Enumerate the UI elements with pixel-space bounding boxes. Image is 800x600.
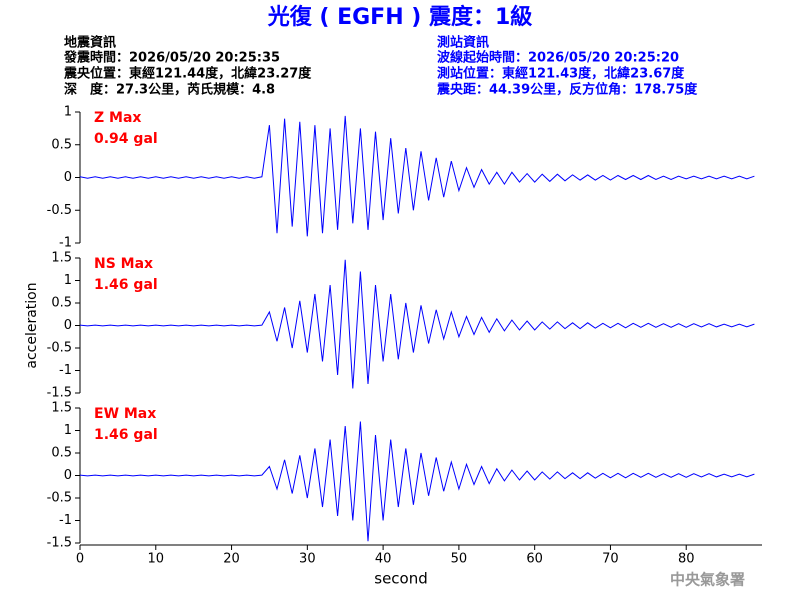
footer: 中央氣象署: [670, 571, 745, 589]
waveform: [79, 421, 755, 542]
annotation: NS Max: [94, 256, 153, 272]
title: 光復 ( EGFH ) 震度：1級: [267, 4, 533, 30]
y-tick-label: -0.5: [47, 203, 72, 218]
y-tick-label: 0: [64, 468, 72, 483]
y-tick-label: 0: [64, 318, 72, 333]
y-tick-label: -1.5: [47, 536, 72, 551]
info-line: 地震資訊: [64, 35, 116, 51]
x-tick-label: 30: [299, 552, 316, 567]
right-info: 測站資訊 波線起始時間：2026/05/20 20:25:20 測站位置：東經1…: [436, 35, 698, 98]
y-tick-label: -0.5: [47, 491, 72, 506]
x-tick-label: 60: [526, 552, 543, 567]
y-tick-label: 0.5: [51, 137, 72, 152]
x-tick-label: 70: [602, 552, 619, 567]
info-line: 發震時間：2026/05/20 20:25:35: [63, 50, 280, 66]
info-line: 深 度：27.3公里，芮氏規模：4.8: [64, 82, 275, 98]
y-axis-label: acceleration: [24, 282, 40, 368]
info-line: 測站資訊: [437, 35, 489, 51]
annotation: 0.94 gal: [94, 131, 158, 147]
x-tick-label: 20: [223, 552, 240, 567]
y-tick-label: 1: [64, 423, 72, 438]
x-tick-label: 10: [148, 552, 165, 567]
annotation: 1.46 gal: [94, 427, 158, 443]
y-tick-label: -0.5: [47, 341, 72, 356]
info-line: 震央距：44.39公里，反方位角：178.75度: [436, 82, 698, 98]
left-info: 地震資訊 發震時間：2026/05/20 20:25:35 震央位置：東經121…: [63, 35, 312, 98]
info-line: 測站位置：東經121.43度，北緯23.67度: [437, 66, 685, 82]
annotation: Z Max: [94, 110, 141, 126]
y-tick-label: 1.5: [51, 401, 72, 416]
y-tick-label: 0.5: [51, 446, 72, 461]
x-tick-label: 0: [76, 552, 84, 567]
y-tick-label: 1: [64, 273, 72, 288]
annotation: 1.46 gal: [94, 277, 158, 293]
x-tick-label: 80: [678, 552, 695, 567]
annotation: EW Max: [94, 406, 156, 422]
y-tick-label: -1: [59, 513, 72, 528]
y-tick-label: -1: [59, 236, 72, 251]
y-tick-label: 0.5: [51, 296, 72, 311]
info-line: 波線起始時間：2026/05/20 20:25:20: [437, 50, 679, 66]
y-tick-label: 1.5: [51, 251, 72, 266]
y-tick-label: 0: [64, 170, 72, 185]
waveform: [79, 259, 755, 389]
x-axis-label: second: [374, 570, 428, 588]
x-tick-label: 50: [451, 552, 468, 567]
waveform: [79, 115, 755, 237]
y-tick-label: -1: [59, 363, 72, 378]
info-line: 震央位置：東經121.44度，北緯23.27度: [63, 66, 312, 82]
y-tick-label: 1: [64, 105, 72, 120]
y-tick-label: -1.5: [47, 386, 72, 401]
x-tick-label: 40: [375, 552, 392, 567]
